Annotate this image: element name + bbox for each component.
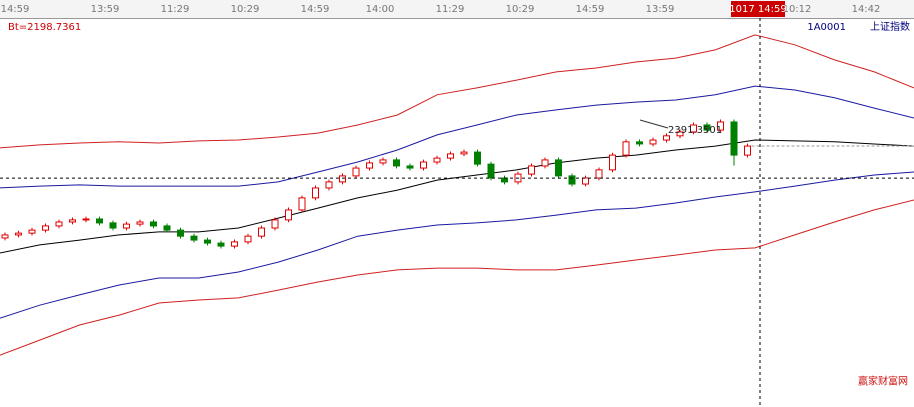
candle-body [109, 222, 117, 229]
candle-body [55, 221, 63, 227]
time-axis-strip [0, 0, 914, 18]
candle-body [568, 175, 576, 185]
candle-body [717, 121, 724, 131]
band-line [0, 85, 914, 189]
candle-body [379, 159, 387, 164]
candle-body [15, 232, 22, 236]
time-label: 13:59 [646, 4, 675, 15]
time-label: 14:59 [1, 4, 30, 15]
candle-body [582, 177, 589, 185]
candle-body [244, 235, 252, 243]
high-mark-label: 2391.3501 [668, 125, 722, 136]
time-label: 13:59 [91, 4, 120, 15]
candle-body [312, 187, 319, 199]
candle-body [622, 141, 630, 156]
candle-body [204, 239, 211, 244]
candle-body [663, 135, 670, 141]
candle-body [217, 242, 225, 247]
candle-body [420, 161, 427, 169]
cursor-time: 1017 14:59 [729, 4, 786, 15]
candle-body [730, 121, 738, 156]
candle-body [339, 175, 346, 183]
candle-body [460, 151, 468, 155]
candle-body [541, 159, 549, 167]
time-label: 14:00 [366, 4, 395, 15]
time-label: 10:12 [783, 4, 812, 15]
candle-body [28, 229, 36, 234]
candle-body [447, 153, 454, 159]
candle-body [433, 157, 441, 163]
time-label: 11:29 [161, 4, 190, 15]
candle-body [150, 221, 157, 227]
candle-body [487, 163, 495, 179]
cursor-time-box [731, 1, 785, 17]
candle-body [285, 209, 292, 221]
candle-body [96, 218, 103, 224]
time-label: 14:59 [301, 4, 330, 15]
symbol: 1A0001 [807, 22, 846, 33]
time-label: 14:59 [576, 4, 605, 15]
candle-body [136, 221, 144, 225]
candle-body [744, 145, 751, 156]
candle-body [258, 227, 265, 237]
candle-body [190, 235, 198, 241]
candle-body [1, 234, 9, 239]
band-line [0, 139, 914, 254]
candle-body [474, 151, 481, 165]
band-line [0, 34, 914, 149]
candle-body [690, 124, 697, 133]
candle-body [69, 219, 76, 223]
candle-body [528, 165, 535, 175]
candle-body [393, 159, 400, 167]
candle-body [406, 165, 414, 169]
band-line [0, 171, 914, 319]
candle-body [298, 197, 306, 211]
candle-body [82, 218, 90, 221]
time-label: 10:29 [506, 4, 535, 15]
watermark: 赢家财富网 [858, 375, 908, 388]
candle-body [163, 225, 171, 231]
candle-body [177, 229, 184, 237]
band-line [0, 199, 914, 356]
candle-body [42, 225, 49, 231]
time-label: 11:29 [436, 4, 465, 15]
candle-body [325, 181, 333, 189]
candle-body [649, 139, 657, 145]
candle-body [555, 159, 562, 177]
candle-body [231, 241, 238, 247]
time-label: 10:29 [231, 4, 260, 15]
candle-body [271, 219, 279, 229]
candle-body [352, 167, 360, 177]
candle-body [703, 124, 711, 131]
index-name: 上证指数 [870, 20, 910, 33]
candle-body [501, 177, 508, 183]
candle-body [636, 141, 643, 145]
cursor-value-label: Bt=2198.7361 [8, 22, 81, 33]
candle-body [123, 223, 130, 229]
candle-body [366, 162, 373, 169]
time-label: 14:42 [852, 4, 881, 15]
high-mark-line [639, 119, 669, 129]
candle-body [595, 169, 603, 179]
candle-body [609, 154, 616, 171]
candle-body [676, 131, 684, 137]
